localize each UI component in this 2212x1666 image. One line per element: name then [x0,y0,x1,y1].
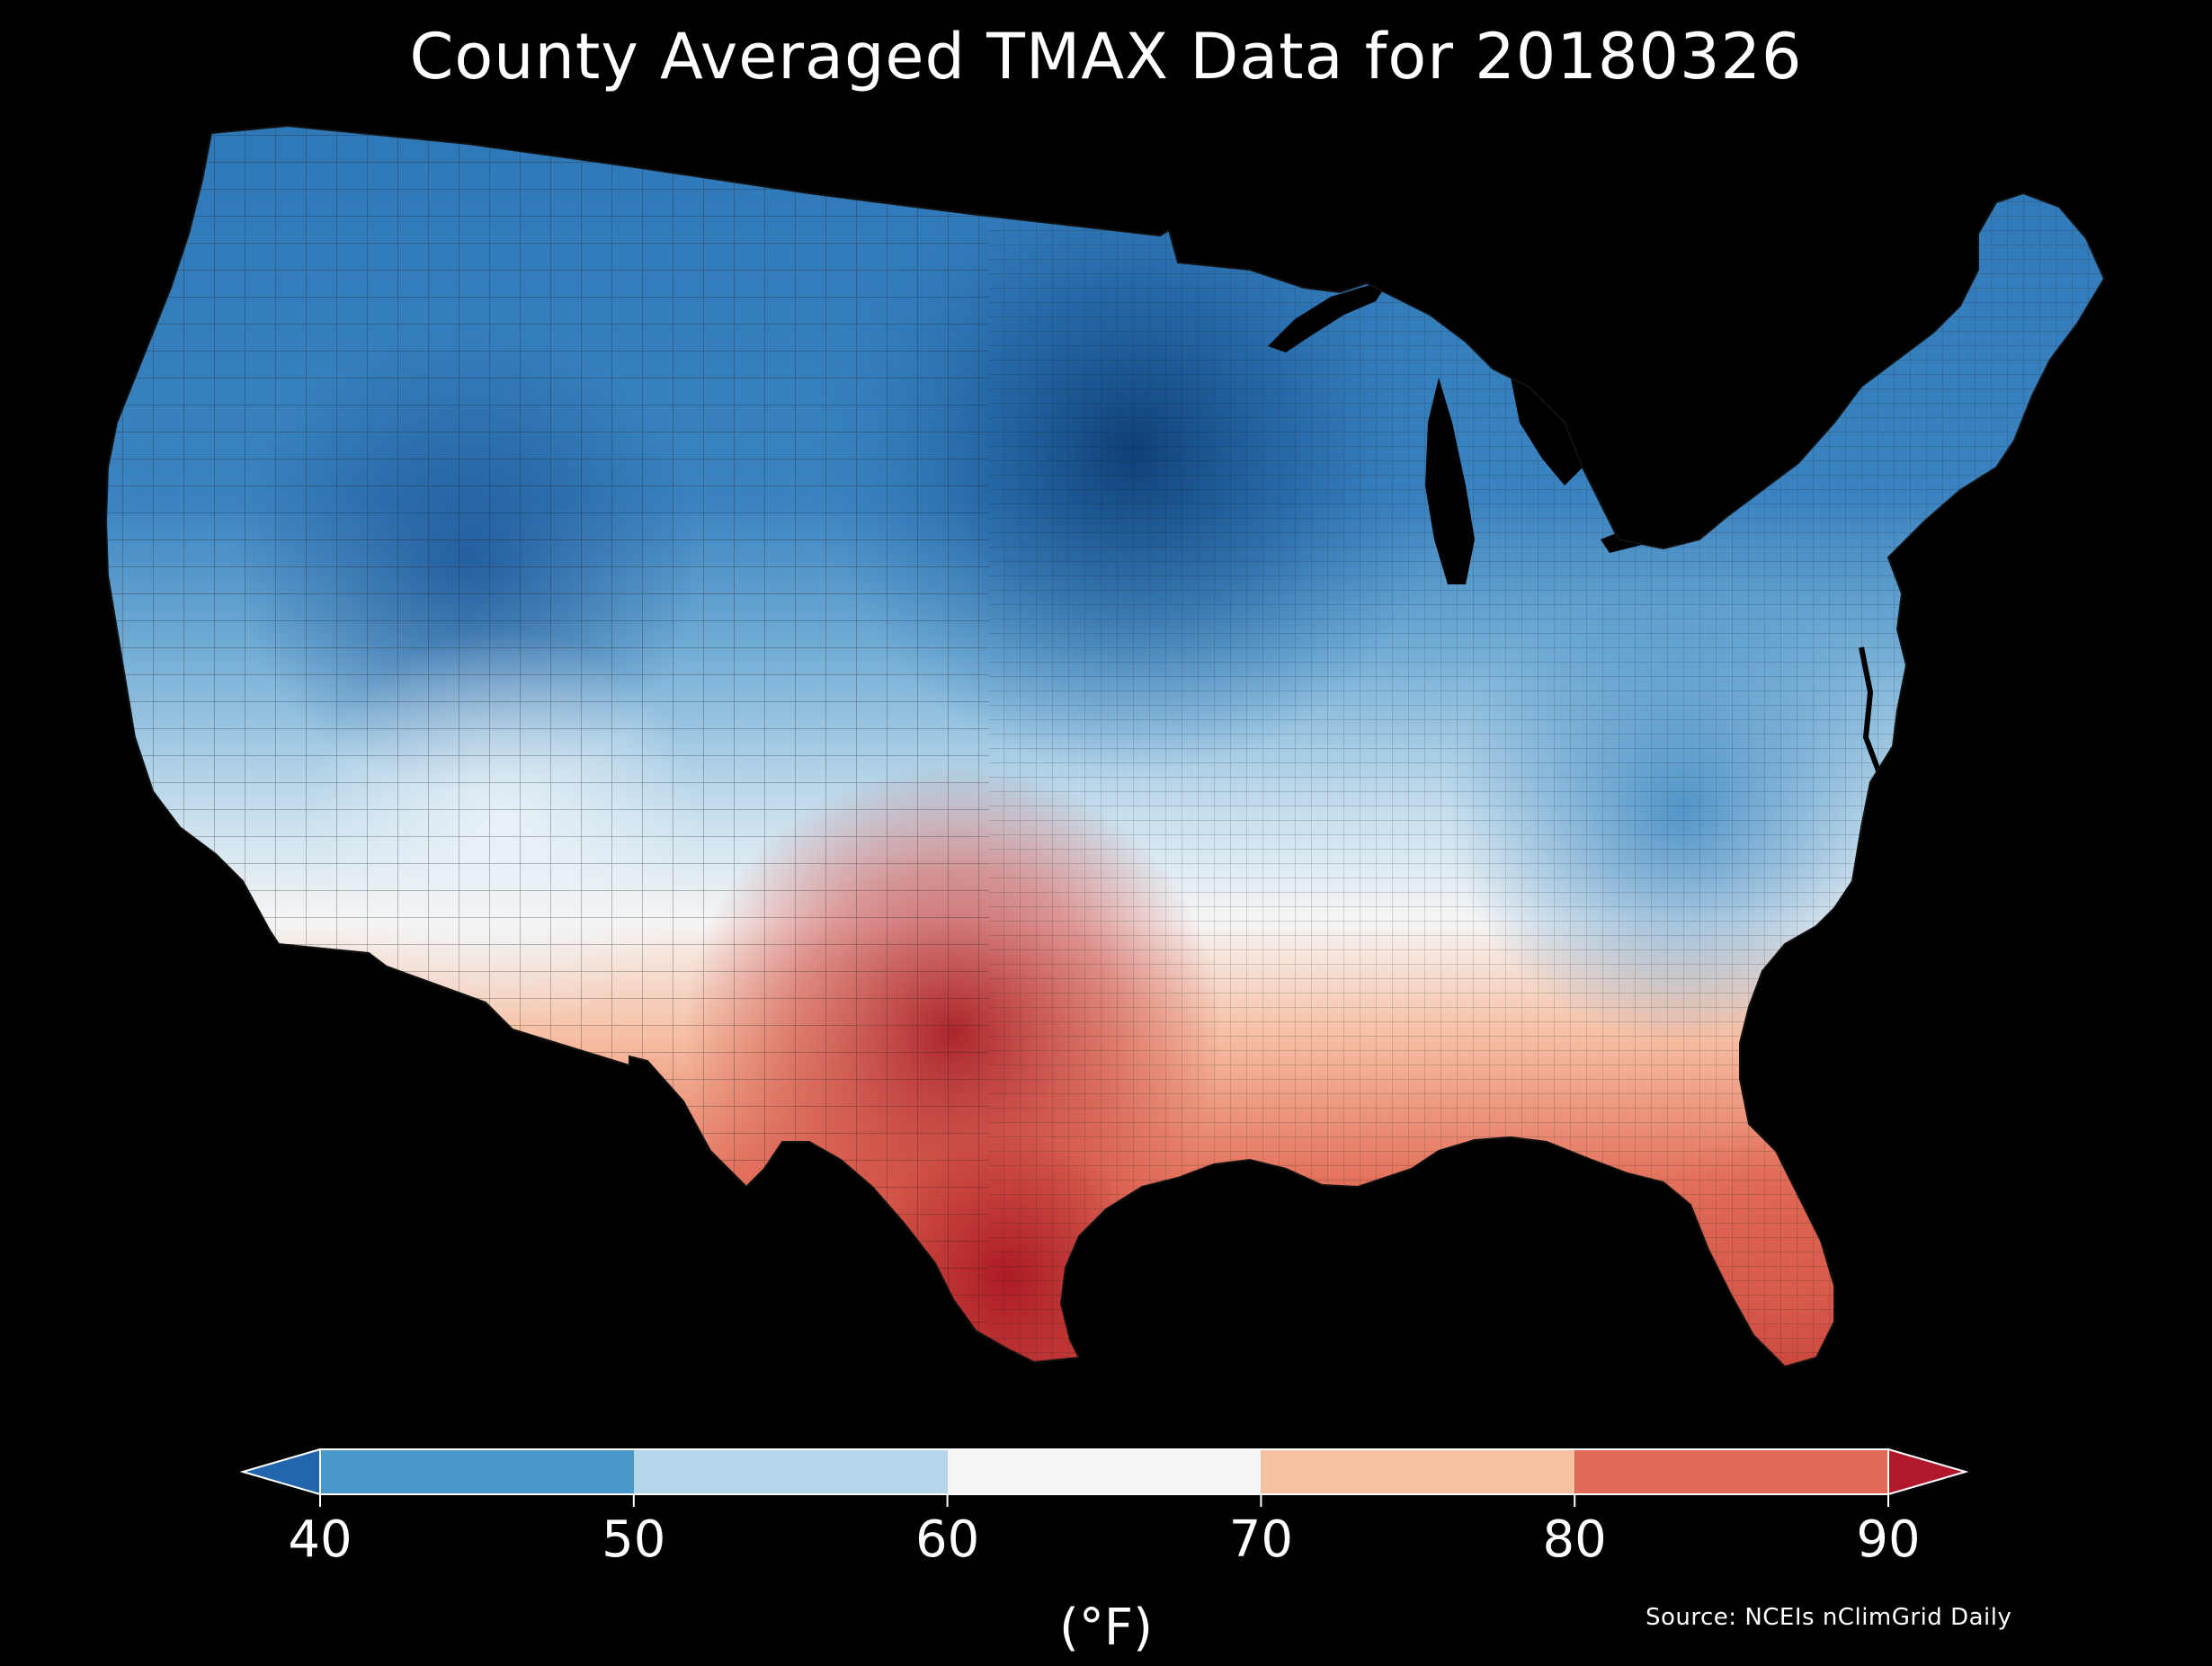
lake-huron [1511,378,1583,486]
colorbar-bin [1261,1449,1575,1494]
colorbar-tick-label: 70 [1228,1510,1294,1569]
colorbar-outline [319,1448,1889,1495]
chesapeake-bay [1859,646,1882,775]
colorbar-bin [1574,1449,1888,1494]
colorbar-over-arrow [1887,1448,1969,1496]
colorbar-bin [633,1449,948,1494]
colorbar-bin [947,1449,1262,1494]
colorbar-tick-label: 50 [602,1510,666,1569]
lake-erie [1601,499,1717,553]
colorbar-tick-label: 90 [1856,1510,1921,1569]
lake-superior [1268,281,1389,352]
great-lakes [1268,281,1717,584]
map-title: County Averaged TMAX Data for 20180326 [409,20,1803,94]
lake-michigan [1425,378,1475,584]
colorbar-bin [320,1449,634,1494]
colorbar-tick-label: 40 [288,1510,352,1569]
colorbar-tick-label: 80 [1542,1510,1607,1569]
colorbar-under-arrow [239,1448,321,1496]
colorbar-tick-label: 60 [914,1510,980,1569]
colorbar-unit-label: (°F) [1059,1599,1153,1657]
source-note: Source: NCEIs nClimGrid Daily [1646,1604,2012,1631]
